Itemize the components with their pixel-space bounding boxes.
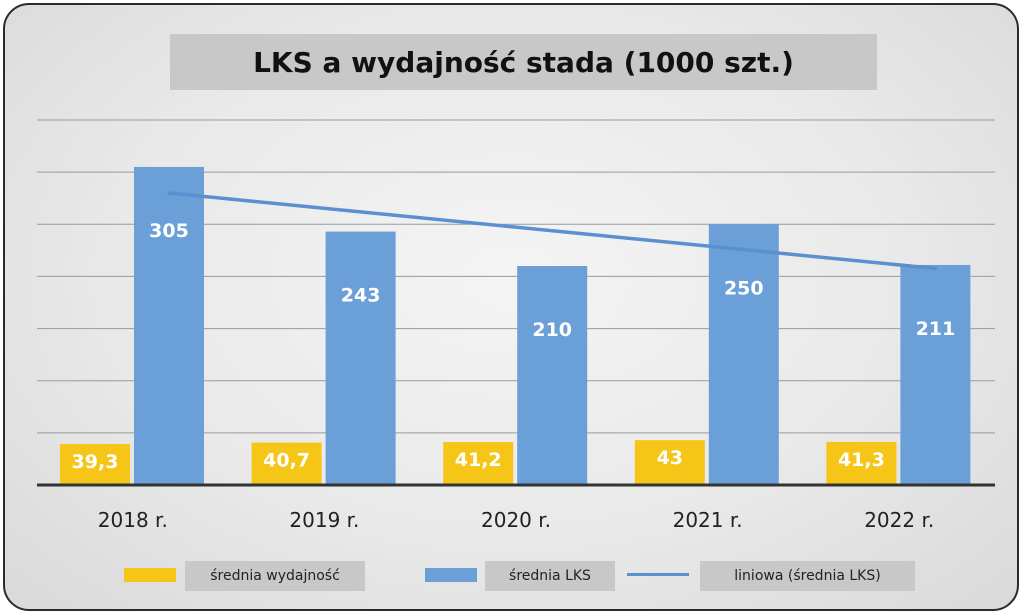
legend-swatch-srednia-wydajnosc	[124, 568, 176, 582]
legend-swatch-srednia-lks	[425, 568, 477, 582]
chart-title: LKS a wydajność stada (1000 szt.)	[170, 34, 877, 90]
data-label-srednia-lks: 243	[341, 285, 381, 307]
x-tick-label: 2021 r.	[673, 508, 743, 532]
data-label-srednia-wydajnosc: 41,2	[455, 449, 502, 471]
bar-srednia-lks	[708, 224, 779, 486]
bar-srednia-wydajnosc	[443, 442, 514, 485]
bar-srednia-wydajnosc	[60, 444, 130, 485]
bar-srednia-wydajnosc	[251, 442, 322, 485]
bar-srednia-lks	[517, 266, 588, 485]
data-label-srednia-lks: 250	[724, 277, 764, 299]
x-tick-label: 2020 r.	[481, 508, 551, 532]
data-label-srednia-lks: 211	[916, 318, 956, 340]
bar-srednia-lks	[134, 166, 204, 485]
chart-plot: 39,3 305 2018 r. 40,7 243 2019 r. 41,2 210 2020 …	[37, 119, 995, 532]
legend-label-trendline: liniowa (średnia LKS)	[700, 561, 915, 591]
legend-swatch-trendline	[627, 573, 689, 576]
bar-srednia-wydajnosc	[634, 440, 705, 485]
data-label-srednia-wydajnosc: 41,3	[838, 449, 885, 471]
bar-srednia-wydajnosc	[826, 441, 897, 485]
data-label-srednia-lks: 305	[149, 220, 189, 242]
data-label-srednia-lks: 210	[532, 319, 572, 341]
data-label-srednia-wydajnosc: 39,3	[72, 451, 119, 473]
bar-srednia-lks	[325, 231, 396, 485]
chart-frame: LKS a wydajność stada (1000 szt.) 39,3 30…	[3, 3, 1019, 611]
x-tick-label: 2019 r.	[289, 508, 359, 532]
x-tick-label: 2018 r.	[98, 508, 168, 532]
bar-srednia-lks	[900, 264, 971, 485]
legend-label-srednia-wydajnosc: średnia wydajność	[185, 561, 365, 591]
data-label-srednia-wydajnosc: 43	[657, 447, 683, 469]
x-tick-label: 2022 r.	[864, 508, 934, 532]
legend-label-srednia-lks: średnia LKS	[485, 561, 615, 591]
trendline-srednia-lks	[167, 191, 938, 271]
data-label-srednia-wydajnosc: 40,7	[263, 450, 310, 472]
